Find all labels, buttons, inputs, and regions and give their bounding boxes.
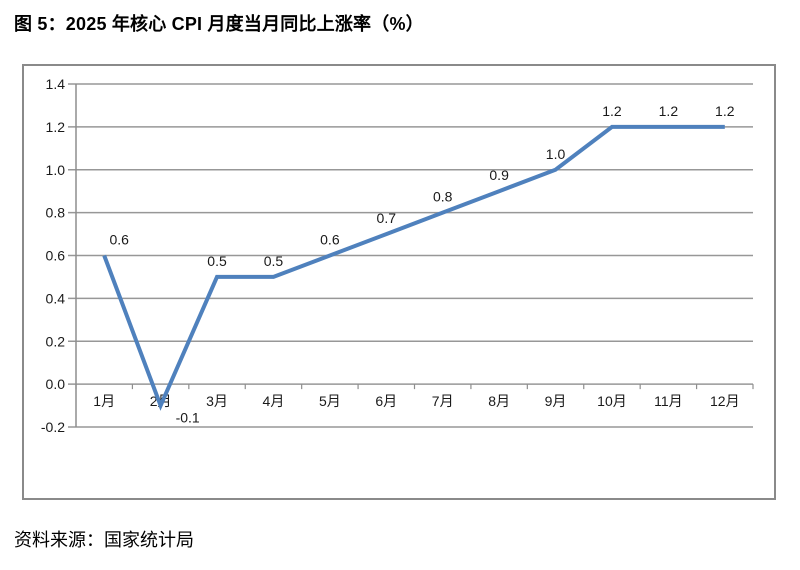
svg-text:1.0: 1.0 xyxy=(546,146,566,162)
svg-text:1.0: 1.0 xyxy=(46,162,66,178)
svg-text:1.2: 1.2 xyxy=(46,119,66,135)
svg-text:0.5: 0.5 xyxy=(264,253,284,269)
svg-text:11月: 11月 xyxy=(654,393,683,409)
chart-frame: 1.4 1.2 1.0 0.8 0.6 0.4 0.2 0.0 -0.2 1月 2月 3月 4月 5月 6月… xyxy=(22,64,776,500)
data-labels: 0.6 -0.1 0.5 0.5 0.6 0.7 0.8 0.9 1.0 1.2 1.2 1.2 xyxy=(109,103,734,426)
source-note: 资料来源：国家统计局 xyxy=(14,530,194,550)
svg-text:1.2: 1.2 xyxy=(715,103,735,119)
svg-text:1月: 1月 xyxy=(93,393,115,409)
figure-title: 图 5：2025 年核心 CPI 月度当月同比上涨率（%） xyxy=(14,14,424,34)
svg-text:12月: 12月 xyxy=(710,393,740,409)
svg-text:3月: 3月 xyxy=(206,393,228,409)
svg-text:0.4: 0.4 xyxy=(46,290,66,306)
svg-text:0.6: 0.6 xyxy=(109,232,129,248)
svg-text:0.8: 0.8 xyxy=(433,189,453,205)
svg-text:8月: 8月 xyxy=(488,393,510,409)
y-axis-labels: 1.4 1.2 1.0 0.8 0.6 0.4 0.2 0.0 -0.2 xyxy=(41,76,65,435)
svg-text:6月: 6月 xyxy=(375,393,397,409)
svg-text:1.4: 1.4 xyxy=(46,76,66,92)
svg-text:4月: 4月 xyxy=(263,393,285,409)
svg-text:1.2: 1.2 xyxy=(602,103,622,119)
svg-text:0.6: 0.6 xyxy=(320,232,340,248)
svg-text:-0.2: -0.2 xyxy=(41,419,65,435)
svg-text:0.6: 0.6 xyxy=(46,248,66,264)
svg-text:0.7: 0.7 xyxy=(377,210,397,226)
svg-text:1.2: 1.2 xyxy=(659,103,679,119)
svg-text:0.8: 0.8 xyxy=(46,205,66,221)
cpi-line-chart: 1.41.21.00.80.60.40.20.0-0.21月 2月 3月 4月 5月 6月… xyxy=(41,76,754,435)
svg-text:5月: 5月 xyxy=(319,393,341,409)
svg-text:0.5: 0.5 xyxy=(207,253,227,269)
svg-text:-0.1: -0.1 xyxy=(176,410,200,426)
svg-text:9月: 9月 xyxy=(545,393,567,409)
svg-text:0.0: 0.0 xyxy=(46,376,66,392)
svg-text:7月: 7月 xyxy=(432,393,454,409)
svg-text:0.9: 0.9 xyxy=(489,167,509,183)
gridlines xyxy=(68,83,753,428)
cpi-series-line xyxy=(102,124,725,411)
x-axis-labels: 1月 2月 3月 4月 5月 6月 7月 8月 9月 10月 11月 12月 xyxy=(93,393,739,409)
svg-text:10月: 10月 xyxy=(597,393,627,409)
svg-text:0.2: 0.2 xyxy=(46,333,66,349)
x-axis-ticks xyxy=(75,384,754,390)
